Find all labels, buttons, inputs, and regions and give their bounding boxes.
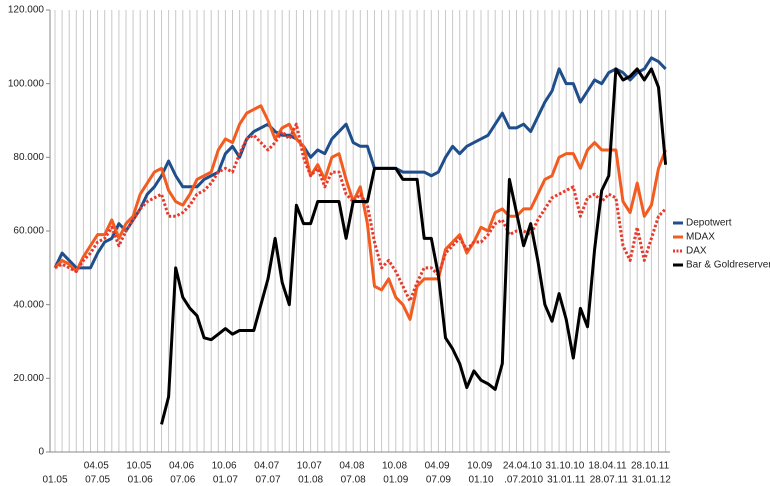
legend-label: Bar & Goldreserven: [686, 260, 770, 271]
x-tick-label: 10.08: [382, 461, 407, 472]
x-tick-label: 04.09: [425, 461, 450, 472]
x-tick-label: 28.07.11: [590, 475, 629, 486]
x-tick-label: 04.05: [84, 461, 109, 472]
x-tick-label: .07.2010: [504, 475, 543, 486]
x-tick-label: 04.06: [169, 461, 194, 472]
legend-label: Depotwert: [686, 218, 732, 229]
x-tick-label: 10.09: [467, 461, 492, 472]
x-tick-label: 31.10.10: [545, 461, 584, 472]
x-tick-label: 07.09: [426, 475, 451, 486]
x-tick-label: 10.05: [126, 461, 151, 472]
x-tick-label: 24.04.10: [503, 461, 542, 472]
x-tick-label: 07.05: [85, 475, 110, 486]
series-line: [53, 104, 667, 321]
x-tick-label: 01.08: [298, 475, 323, 486]
x-tick-label: 07.07: [255, 475, 280, 486]
y-tick-label: 40.000: [13, 299, 44, 310]
series-line: [160, 67, 668, 425]
x-tick-label: 10.07: [297, 461, 322, 472]
x-tick-label: 01.07: [213, 475, 238, 486]
series-line: [53, 56, 667, 270]
x-tick-label: 31.01.12: [632, 475, 671, 486]
y-tick-label: 20.000: [13, 373, 44, 384]
x-tick-label: 18.04.11: [588, 461, 627, 472]
x-tick-label: 01.06: [128, 475, 153, 486]
y-tick-label: 100.000: [8, 78, 45, 89]
x-tick-label: 07.06: [170, 475, 195, 486]
legend-label: DAX: [686, 246, 707, 257]
x-tick-label: 01.10: [468, 475, 493, 486]
x-tick-label: 04.07: [254, 461, 279, 472]
series-line: [54, 122, 667, 303]
y-tick-label: 60.000: [13, 226, 44, 237]
y-tick-label: 120.000: [8, 5, 45, 16]
x-tick-label: 07.08: [341, 475, 366, 486]
x-tick-label: 10.06: [212, 461, 237, 472]
legend-label: MDAX: [686, 232, 715, 243]
y-tick-label: 80.000: [13, 152, 44, 163]
x-tick-label: 01.09: [383, 475, 408, 486]
x-tick-label: 28.10.11: [631, 461, 670, 472]
x-tick-label: 31.01.11: [547, 475, 586, 486]
x-tick-label: 04.08: [339, 461, 364, 472]
y-tick-label: 0: [38, 447, 44, 458]
x-tick-label: 01.05: [42, 475, 67, 486]
